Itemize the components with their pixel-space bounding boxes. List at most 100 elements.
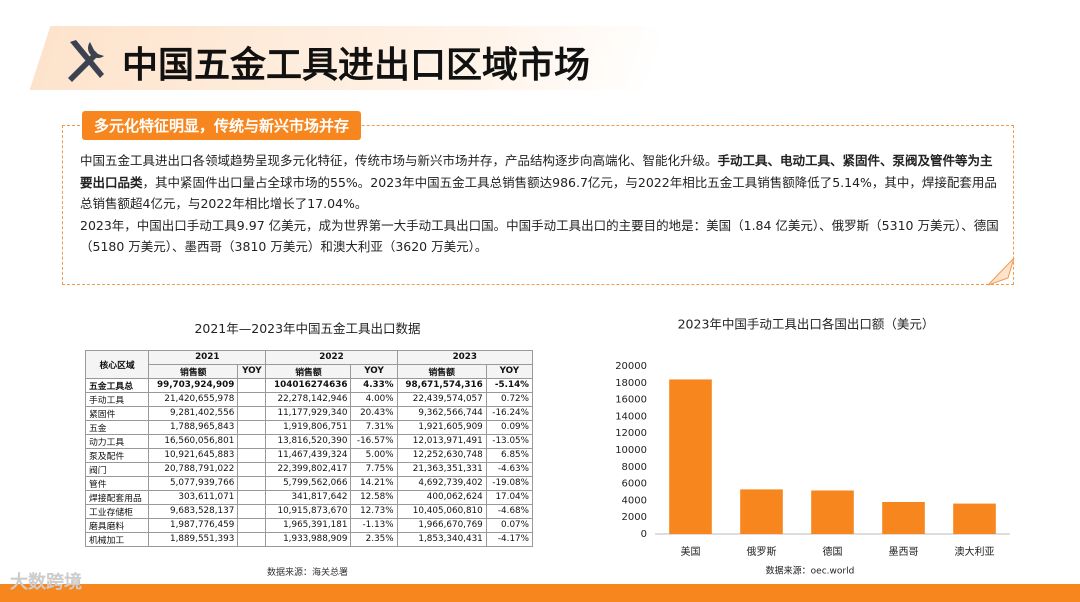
x-tick-label: 墨西哥 bbox=[889, 546, 919, 558]
table-cell: 10,921,645,883 bbox=[148, 447, 239, 463]
column-cell: YOY bbox=[237, 363, 267, 379]
table-cell: 1,919,806,751 bbox=[265, 419, 352, 435]
header-row: 核心区域 2021 2022 2023 bbox=[84, 350, 534, 379]
table-cell: 341,817,642 bbox=[265, 489, 352, 505]
table-cell: 五金工具总 bbox=[84, 377, 150, 393]
table-cell: 7.31% bbox=[350, 419, 398, 435]
table-cell: 4.33% bbox=[350, 377, 398, 393]
table-cell: -4.17% bbox=[485, 531, 534, 547]
column-cell: 销售额 bbox=[148, 363, 239, 379]
table-cell bbox=[237, 377, 267, 393]
table-cell bbox=[237, 475, 267, 491]
table-cell bbox=[237, 489, 267, 505]
text: 2023年，中国出口手动工具9.97 亿美元，成为世界第一大手动工具出口国。中国… bbox=[80, 217, 999, 255]
table-cell: 5,077,939,766 bbox=[148, 475, 239, 491]
y-tick-label: 2000 bbox=[622, 512, 647, 523]
table-cell bbox=[237, 461, 267, 477]
table-cell: 0.09% bbox=[485, 419, 534, 435]
table-cell: 1,788,965,843 bbox=[148, 419, 239, 435]
table-cell: 7.75% bbox=[350, 461, 398, 477]
table-cell: 1,987,776,459 bbox=[148, 517, 239, 533]
table-row: 焊接配套用品 303,611,071 341,817,642 12.58% 400,06… bbox=[84, 489, 534, 505]
table-cell: -16.57% bbox=[350, 433, 398, 449]
table-cell: 1,933,988,909 bbox=[265, 531, 352, 547]
page-curl bbox=[988, 258, 1015, 286]
table-cell: 0.07% bbox=[485, 517, 534, 533]
y-tick-label: 10000 bbox=[615, 445, 647, 456]
text: ，其中紧固件出口量占全球市场的55%。2023年中国五金工具总销售额达986.7… bbox=[80, 174, 997, 212]
table-cell bbox=[237, 517, 267, 533]
table-title: 2021年—2023年中国五金工具出口数据 bbox=[194, 321, 421, 336]
table-cell: 22,439,574,057 bbox=[396, 391, 487, 407]
bar bbox=[740, 489, 783, 534]
bar-chart: 2023年中国手动工具出口各国出口额（美元） 0 2000 4000 6000 8000 1… bbox=[615, 317, 1010, 577]
column-cell: YOY bbox=[350, 363, 398, 379]
table-cell: 五金 bbox=[84, 419, 150, 435]
table-row: 磨具磨料 1,987,776,459 1,965,391,181 -1.13% 1,96… bbox=[84, 517, 534, 533]
y-tick-label: 6000 bbox=[622, 479, 647, 490]
table-cell: -5.14% bbox=[485, 377, 534, 393]
table-cell: 5.00% bbox=[350, 447, 398, 463]
bold-text: 手动工具、电动工具、紧固件、泵阀及管件等为主要出口品类 bbox=[80, 153, 993, 190]
table-cell: 22,399,802,417 bbox=[265, 461, 352, 477]
callout-box bbox=[62, 125, 1014, 285]
table-cell: 22,278,142,946 bbox=[265, 391, 352, 407]
table-row: 紧固件 9,281,402,556 11,177,929,340 20.43% 9,36… bbox=[84, 405, 534, 421]
table-cell bbox=[237, 433, 267, 449]
callout-text: 中国五金工具进出口各领域趋势呈现多元化特征，传统市场与新兴市场并存，产品结构逐步… bbox=[80, 150, 1005, 258]
bar bbox=[953, 503, 996, 534]
table-row: 五金工具总 99,703,924,909 104016274636 4.33% 98,6… bbox=[84, 377, 534, 393]
table-cell: 1,921,605,909 bbox=[396, 419, 487, 435]
table-cell: 12,252,630,748 bbox=[396, 447, 487, 463]
column-cell: 销售额 bbox=[265, 363, 352, 379]
table-cell bbox=[237, 419, 267, 435]
table-cell: 303,611,071 bbox=[148, 489, 239, 505]
table-cell: 21,420,655,978 bbox=[148, 391, 239, 407]
table-cell bbox=[237, 503, 267, 519]
bar bbox=[669, 379, 712, 534]
x-tick-label: 美国 bbox=[681, 545, 701, 558]
subheader-row: 销售额 YOY 销售额 YOY 销售额 YOY bbox=[86, 363, 534, 379]
table-cell: 阀门 bbox=[84, 461, 150, 477]
y-tick-label: 16000 bbox=[615, 395, 647, 406]
table-row: 工业存储柜 9,683,528,137 10,915,873,670 12.73% 10… bbox=[84, 503, 534, 519]
y-tick-label: 14000 bbox=[615, 411, 647, 422]
table-cell: -1.13% bbox=[350, 517, 398, 533]
table-cell: 21,363,351,331 bbox=[396, 461, 487, 477]
year-cell: 2022 bbox=[265, 350, 398, 365]
table-cell: 12.58% bbox=[350, 489, 398, 505]
bar bbox=[882, 501, 925, 534]
y-tick-label: 4000 bbox=[622, 495, 647, 506]
table-cell: 16,560,056,801 bbox=[148, 433, 239, 449]
table-cell: 1,853,340,431 bbox=[396, 531, 487, 547]
table-row: 阀门 20,788,791,022 22,399,802,417 7.75% 21,36… bbox=[84, 461, 534, 477]
chart-source: 数据来源：oec.world bbox=[766, 565, 855, 577]
table-cell: -19.08% bbox=[485, 475, 534, 491]
table-cell: -4.63% bbox=[485, 461, 534, 477]
table-row: 五金 1,788,965,843 1,919,806,751 7.31% 1,921,6… bbox=[84, 419, 534, 435]
table-cell: 紧固件 bbox=[84, 405, 150, 421]
table-cell: 20.43% bbox=[350, 405, 398, 421]
tools-icon bbox=[68, 40, 104, 82]
table-row: 手动工具 21,420,655,978 22,278,142,946 4.00% 22,… bbox=[84, 391, 534, 407]
table-cell: 98,671,574,316 bbox=[396, 377, 487, 393]
table-row: 管件 5,077,939,766 5,799,562,066 14.21% 4,692,… bbox=[84, 475, 534, 491]
column-cell: YOY bbox=[485, 363, 534, 379]
table-cell: 9,683,528,137 bbox=[148, 503, 239, 519]
x-tick-label: 德国 bbox=[823, 545, 843, 558]
table-cell bbox=[237, 447, 267, 463]
table-cell: 泵及配件 bbox=[84, 447, 150, 463]
table-cell: 4.00% bbox=[350, 391, 398, 407]
table-cell: 10,405,060,810 bbox=[396, 503, 487, 519]
table-cell bbox=[237, 391, 267, 407]
table-cell bbox=[237, 531, 267, 547]
table-cell: 13,816,520,390 bbox=[265, 433, 352, 449]
table-cell: 1,889,551,393 bbox=[148, 531, 239, 547]
table-cell: 0.72% bbox=[485, 391, 534, 407]
table-cell: 管件 bbox=[84, 475, 150, 491]
table-source: 数据来源：海关总署 bbox=[266, 568, 348, 578]
table-cell: 5,799,562,066 bbox=[265, 475, 352, 491]
table-cell: 1,965,391,181 bbox=[265, 517, 352, 533]
table-cell: 12,013,971,491 bbox=[396, 433, 487, 449]
